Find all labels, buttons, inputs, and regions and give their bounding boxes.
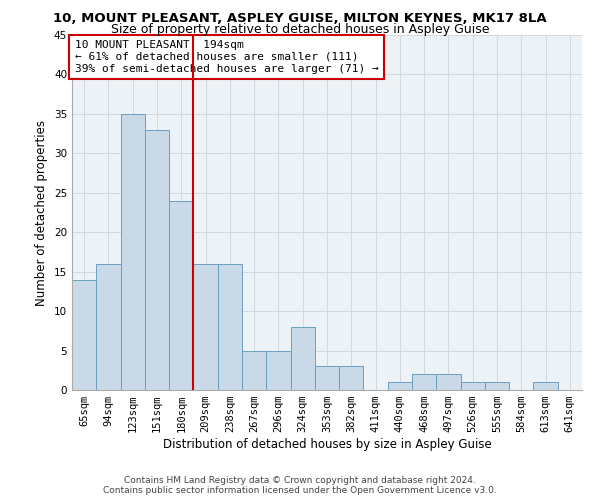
Bar — [242, 350, 266, 390]
Bar — [218, 264, 242, 390]
X-axis label: Distribution of detached houses by size in Aspley Guise: Distribution of detached houses by size … — [163, 438, 491, 451]
Bar — [388, 382, 412, 390]
Text: Contains HM Land Registry data © Crown copyright and database right 2024.
Contai: Contains HM Land Registry data © Crown c… — [103, 476, 497, 495]
Bar — [315, 366, 339, 390]
Text: Size of property relative to detached houses in Aspley Guise: Size of property relative to detached ho… — [111, 22, 489, 36]
Bar — [290, 327, 315, 390]
Text: 10 MOUNT PLEASANT: 194sqm
← 61% of detached houses are smaller (111)
39% of semi: 10 MOUNT PLEASANT: 194sqm ← 61% of detac… — [74, 40, 379, 74]
Bar — [145, 130, 169, 390]
Bar — [72, 280, 96, 390]
Bar — [533, 382, 558, 390]
Bar — [193, 264, 218, 390]
Bar — [339, 366, 364, 390]
Bar — [169, 200, 193, 390]
Bar — [266, 350, 290, 390]
Bar — [121, 114, 145, 390]
Bar — [461, 382, 485, 390]
Y-axis label: Number of detached properties: Number of detached properties — [35, 120, 49, 306]
Bar — [96, 264, 121, 390]
Bar — [412, 374, 436, 390]
Bar — [485, 382, 509, 390]
Bar — [436, 374, 461, 390]
Text: 10, MOUNT PLEASANT, ASPLEY GUISE, MILTON KEYNES, MK17 8LA: 10, MOUNT PLEASANT, ASPLEY GUISE, MILTON… — [53, 12, 547, 26]
